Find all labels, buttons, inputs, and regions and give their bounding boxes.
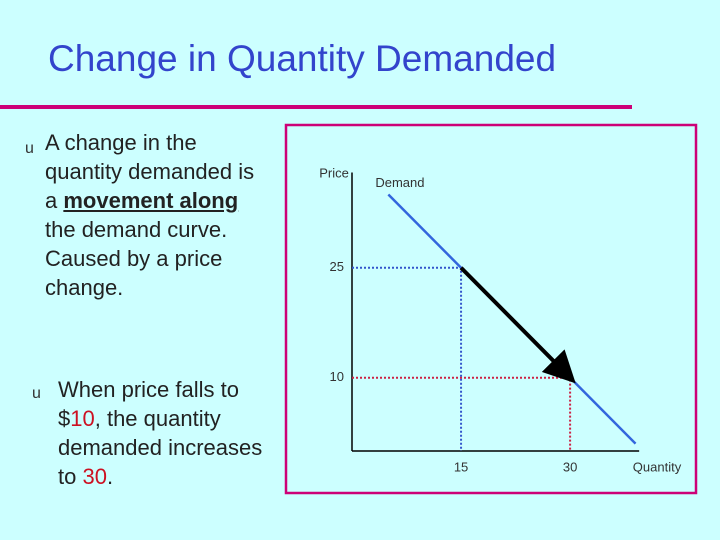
x-axis-label: Quantity	[633, 459, 682, 474]
bullet-marker: u	[25, 140, 34, 157]
text: .	[106, 464, 114, 489]
guide-line	[352, 376, 572, 451]
text: When price falls to $	[58, 377, 239, 431]
chart-frame	[284, 123, 698, 495]
highlight: 10	[70, 406, 95, 431]
x-tick-label: 30	[563, 459, 577, 474]
movement-arrow	[459, 266, 576, 384]
y-tick-label: 10	[330, 369, 344, 384]
bullet-marker: u	[32, 385, 41, 402]
guide-line	[352, 266, 463, 451]
x-tick-label: 15	[454, 459, 468, 474]
bullet-text: A change in the quantity demanded is a m…	[45, 128, 267, 302]
y-axis-label: Price	[319, 165, 349, 180]
text: the demand curve. Caused by a price chan…	[45, 217, 228, 300]
y-tick-label: 25	[330, 259, 344, 274]
bullet-text: When price falls to $10, the quantity de…	[58, 375, 263, 491]
emphasis: movement along	[63, 188, 239, 213]
slide-title: Change in Quantity Demanded	[48, 38, 557, 79]
series-label: Demand	[375, 175, 424, 190]
title-rule	[0, 105, 632, 109]
text: A change in the quantity demanded is a	[45, 130, 255, 213]
highlight: 30	[82, 464, 107, 489]
text: , the quantity demanded increases to	[58, 406, 263, 489]
